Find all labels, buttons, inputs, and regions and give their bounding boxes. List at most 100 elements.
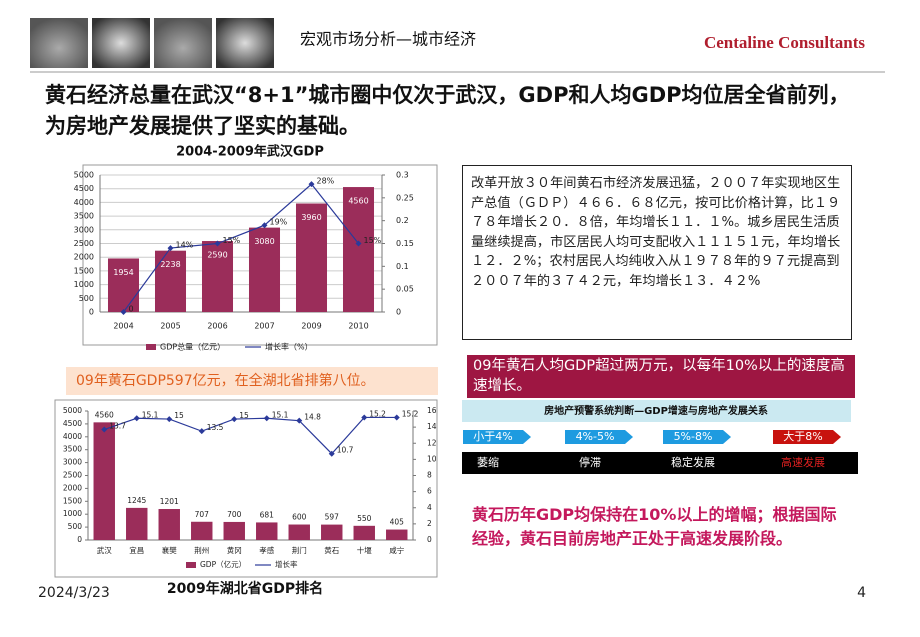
diagram-bar (462, 452, 858, 474)
y2-tick-label: 14 (427, 422, 437, 431)
bar (295, 203, 328, 312)
line (104, 416, 397, 455)
data-label: 1954 (113, 268, 133, 277)
data-label: 700 (227, 510, 242, 519)
y-tick-label: 3500 (63, 445, 82, 454)
header-image (30, 18, 88, 68)
data-label: 13.5 (207, 423, 224, 432)
range-label: 5%-8% (674, 430, 713, 443)
data-label: 3080 (254, 237, 274, 246)
bar (158, 509, 180, 540)
diagram-title: 房地产预警系统判断—GDP增速与房地产发展关系 (544, 404, 768, 417)
chart-title: 2004-2009年武汉GDP (176, 144, 324, 160)
chart-title: 2009年湖北省GDP排名 (167, 580, 323, 597)
range-arrow (773, 430, 841, 444)
x-tick-label: 2004 (113, 322, 133, 331)
x-tick-label: 荆门 (292, 545, 307, 555)
bar (223, 521, 245, 540)
page-number: 4 (857, 585, 866, 601)
x-tick-label: 黄石 (324, 545, 339, 555)
y2-tick-label: 6 (427, 487, 432, 496)
y-tick-label: 4000 (63, 432, 82, 441)
bar (321, 524, 343, 540)
y-tick-label: 4500 (74, 184, 94, 193)
data-label: 707 (195, 510, 210, 519)
y2-tick-label: 8 (427, 471, 432, 480)
y-tick-label: 500 (68, 522, 83, 531)
range-label: 大于8% (783, 429, 822, 443)
text-box: 改革开放３０年间黄石市经济发展迅猛，２００７年实现地区生产总值（ＧＤＰ）４６６．… (462, 165, 852, 340)
header-image (154, 18, 212, 68)
x-tick-label: 襄樊 (162, 545, 177, 555)
bar (201, 241, 234, 312)
data-label: 597 (325, 513, 340, 522)
range-arrow (565, 430, 633, 444)
x-tick-label: 十堰 (357, 545, 372, 555)
y2-tick-label: 0.05 (396, 285, 414, 294)
x-tick-label: 荆州 (194, 545, 209, 555)
bar (107, 258, 140, 312)
y2-tick-label: 12 (427, 438, 437, 447)
line-marker (261, 222, 268, 229)
data-label: 15.1 (142, 410, 159, 419)
y-tick-label: 0 (77, 535, 82, 544)
line-marker (101, 426, 108, 433)
data-label: 15 (174, 411, 184, 420)
y-tick-label: 5000 (74, 171, 94, 180)
line-marker (263, 415, 270, 422)
y-tick-label: 1500 (63, 496, 82, 505)
data-label: 15% (364, 236, 382, 245)
y-tick-label: 1000 (63, 509, 82, 518)
data-label: 15.1 (272, 410, 289, 419)
y-tick-label: 3500 (74, 212, 94, 221)
bar (386, 529, 408, 540)
line-marker (393, 414, 400, 421)
data-label: 600 (292, 513, 307, 522)
line-marker (198, 428, 205, 435)
chart-frame (54, 399, 438, 578)
bar (93, 422, 115, 540)
x-tick-label: 2005 (160, 322, 180, 331)
range-label: 小于4% (473, 430, 512, 443)
data-label: 0 (129, 305, 134, 314)
bar (248, 227, 281, 312)
range-arrow (663, 430, 731, 444)
header-image (216, 18, 274, 68)
bar (191, 521, 213, 540)
data-label: 15 (239, 411, 249, 420)
date: 2024/3/23 (38, 585, 110, 601)
legend-swatch (146, 344, 156, 350)
y-tick-label: 3000 (74, 225, 94, 234)
diagram-header (462, 400, 851, 422)
header-title: 宏观市场分析—城市经济 (300, 30, 476, 49)
y2-tick-label: 0.3 (396, 171, 409, 180)
x-tick-label: 2010 (348, 322, 368, 331)
line-marker (296, 417, 303, 424)
y2-tick-label: 0 (427, 535, 432, 544)
y-tick-label: 2000 (74, 253, 94, 262)
y-tick-label: 3000 (63, 458, 82, 467)
data-label: 4560 (95, 410, 114, 419)
data-label: 550 (357, 514, 372, 523)
line-marker (214, 240, 221, 247)
data-label: 14% (176, 241, 194, 250)
x-tick-label: 2006 (207, 322, 227, 331)
headline: 黄石经济总量在武汉“8+1”城市圈中仅次于武汉，GDP和人均GDP均位居全省前列… (45, 83, 850, 138)
x-tick-label: 2007 (254, 322, 274, 331)
y-tick-label: 0 (89, 308, 94, 317)
brand: Centaline Consultants (704, 33, 865, 52)
line-marker (133, 415, 140, 422)
y-tick-label: 5000 (63, 406, 82, 415)
line-marker (355, 240, 362, 247)
conclusion: 黄石历年GDP均保持在10%以上的增幅；根据国际经验，黄石目前房地产正处于高速发… (472, 505, 837, 548)
y-tick-label: 500 (79, 294, 94, 303)
data-label: 2590 (207, 251, 227, 260)
y-tick-label: 4500 (63, 419, 82, 428)
data-label: 2238 (160, 260, 180, 269)
x-tick-label: 黄冈 (227, 545, 242, 555)
bar (342, 187, 375, 312)
data-label: 28% (317, 177, 335, 186)
y-tick-label: 2500 (63, 471, 82, 480)
line-marker (308, 181, 315, 188)
